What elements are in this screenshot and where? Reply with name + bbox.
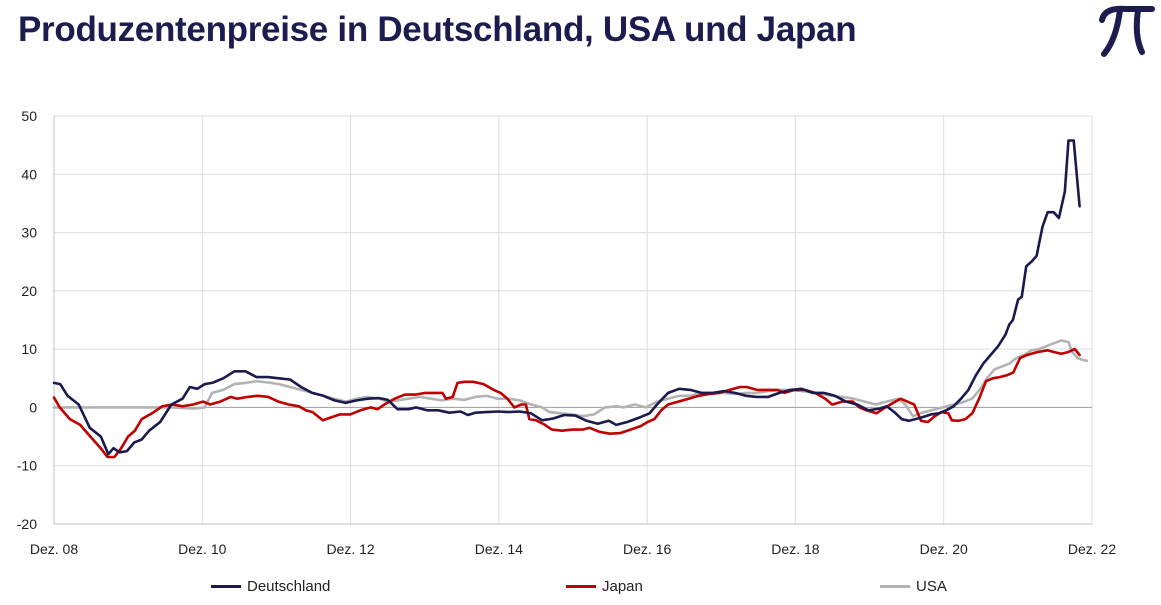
legend-swatch-japan bbox=[566, 585, 596, 588]
legend-item-japan: Japan bbox=[566, 578, 643, 595]
x-tick-label: Dez. 16 bbox=[623, 541, 671, 557]
y-tick-label: 50 bbox=[21, 108, 37, 124]
y-tick-label: 20 bbox=[21, 283, 37, 299]
y-tick-label: 10 bbox=[21, 341, 37, 357]
y-tick-label: 0 bbox=[29, 399, 37, 415]
y-tick-labels: 50 40 30 20 10 0 -10 -20 bbox=[17, 108, 37, 532]
series-lines bbox=[52, 139, 1089, 459]
y-tick-label: 30 bbox=[21, 225, 37, 241]
x-tick-labels: Dez. 08 Dez. 10 Dez. 12 Dez. 14 Dez. 16 Dez. … bbox=[30, 541, 1116, 557]
legend-label-japan: Japan bbox=[602, 578, 643, 595]
x-tick-label: Dez. 08 bbox=[30, 541, 78, 557]
x-tick-label: Dez. 12 bbox=[326, 541, 374, 557]
legend-item-usa: USA bbox=[880, 578, 947, 595]
series-line-deutschland bbox=[52, 139, 1081, 456]
x-tick-label: Dez. 22 bbox=[1068, 541, 1116, 557]
grid-lines bbox=[54, 115, 1093, 525]
legend-item-deutschland: Deutschland bbox=[211, 578, 330, 595]
legend-swatch-deutschland bbox=[211, 585, 241, 588]
legend-label-usa: USA bbox=[916, 578, 947, 595]
y-tick-label: 40 bbox=[21, 166, 37, 182]
pi-icon bbox=[1099, 5, 1155, 57]
legend-swatch-usa bbox=[880, 585, 910, 588]
chart-title: Produzentenpreise in Deutschland, USA un… bbox=[18, 10, 857, 49]
x-tick-label: Dez. 18 bbox=[771, 541, 819, 557]
x-tick-label: Dez. 14 bbox=[475, 541, 523, 557]
y-tick-label: -10 bbox=[17, 458, 37, 474]
chart-legend: Deutschland Japan USA bbox=[0, 578, 1161, 602]
x-tick-label: Dez. 20 bbox=[920, 541, 968, 557]
x-tick-label: Dez. 10 bbox=[178, 541, 226, 557]
legend-label-deutschland: Deutschland bbox=[247, 578, 331, 595]
axes bbox=[53, 116, 1092, 525]
y-tick-label: -20 bbox=[17, 516, 37, 532]
series-line-japan bbox=[52, 347, 1081, 459]
